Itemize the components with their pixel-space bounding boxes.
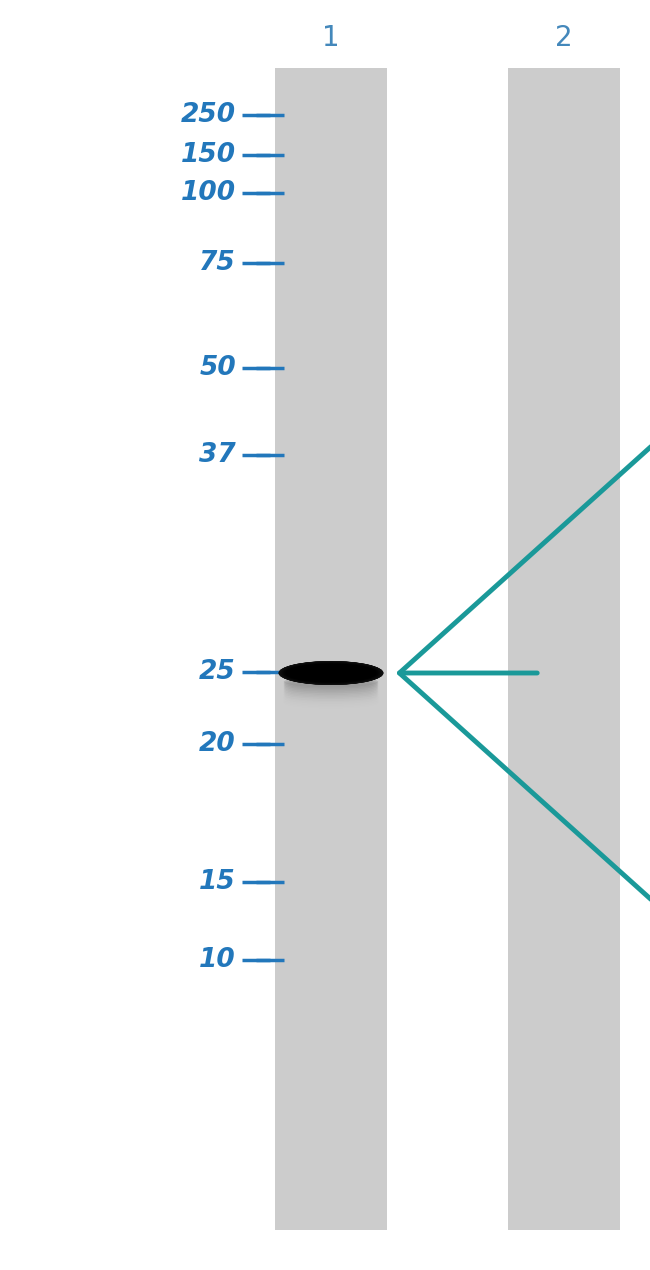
Ellipse shape: [285, 664, 376, 682]
Ellipse shape: [283, 663, 380, 683]
Text: 100: 100: [181, 180, 236, 206]
Ellipse shape: [284, 677, 378, 687]
Ellipse shape: [281, 662, 381, 685]
Ellipse shape: [281, 662, 382, 685]
Text: 250: 250: [181, 102, 236, 128]
Ellipse shape: [285, 664, 376, 682]
Text: 37: 37: [200, 442, 236, 469]
Ellipse shape: [284, 687, 378, 697]
Ellipse shape: [284, 681, 378, 692]
Ellipse shape: [284, 688, 378, 700]
Text: 75: 75: [200, 250, 236, 276]
Ellipse shape: [279, 662, 383, 685]
Ellipse shape: [284, 686, 378, 696]
Ellipse shape: [280, 662, 382, 685]
Ellipse shape: [280, 662, 382, 685]
Bar: [275, 69, 387, 1231]
Text: 1: 1: [322, 24, 340, 52]
Ellipse shape: [285, 663, 378, 682]
Ellipse shape: [278, 660, 384, 685]
Ellipse shape: [279, 662, 383, 685]
Ellipse shape: [284, 683, 378, 695]
Ellipse shape: [283, 663, 378, 683]
Text: 10: 10: [200, 947, 236, 973]
Ellipse shape: [284, 693, 378, 704]
Ellipse shape: [285, 663, 378, 682]
Ellipse shape: [286, 664, 376, 682]
Bar: [508, 69, 620, 1231]
Ellipse shape: [279, 662, 384, 685]
Ellipse shape: [281, 662, 380, 683]
Ellipse shape: [280, 662, 383, 685]
Ellipse shape: [281, 663, 380, 683]
Ellipse shape: [280, 662, 382, 685]
Ellipse shape: [280, 662, 382, 685]
Text: 2: 2: [555, 24, 573, 52]
Ellipse shape: [281, 662, 381, 683]
Ellipse shape: [286, 664, 376, 682]
Text: 15: 15: [200, 869, 236, 895]
Ellipse shape: [280, 662, 382, 685]
Ellipse shape: [284, 663, 378, 683]
Text: 20: 20: [200, 732, 236, 757]
Ellipse shape: [284, 678, 378, 688]
Ellipse shape: [286, 664, 376, 682]
Ellipse shape: [284, 690, 378, 701]
Ellipse shape: [285, 664, 377, 682]
Ellipse shape: [284, 682, 378, 693]
Ellipse shape: [280, 662, 382, 685]
Text: 150: 150: [181, 142, 236, 168]
Ellipse shape: [285, 664, 377, 682]
Ellipse shape: [285, 664, 377, 682]
Ellipse shape: [282, 663, 380, 683]
Ellipse shape: [283, 663, 379, 683]
Ellipse shape: [284, 695, 378, 705]
Ellipse shape: [281, 662, 381, 685]
Ellipse shape: [284, 691, 378, 702]
Text: 50: 50: [200, 356, 236, 381]
Ellipse shape: [283, 663, 379, 683]
Ellipse shape: [283, 663, 380, 683]
Ellipse shape: [283, 663, 378, 683]
Ellipse shape: [282, 663, 380, 683]
Ellipse shape: [282, 663, 380, 683]
Ellipse shape: [284, 663, 378, 683]
Text: 25: 25: [200, 659, 236, 685]
Ellipse shape: [284, 663, 378, 682]
Ellipse shape: [284, 679, 378, 691]
Ellipse shape: [283, 663, 379, 683]
